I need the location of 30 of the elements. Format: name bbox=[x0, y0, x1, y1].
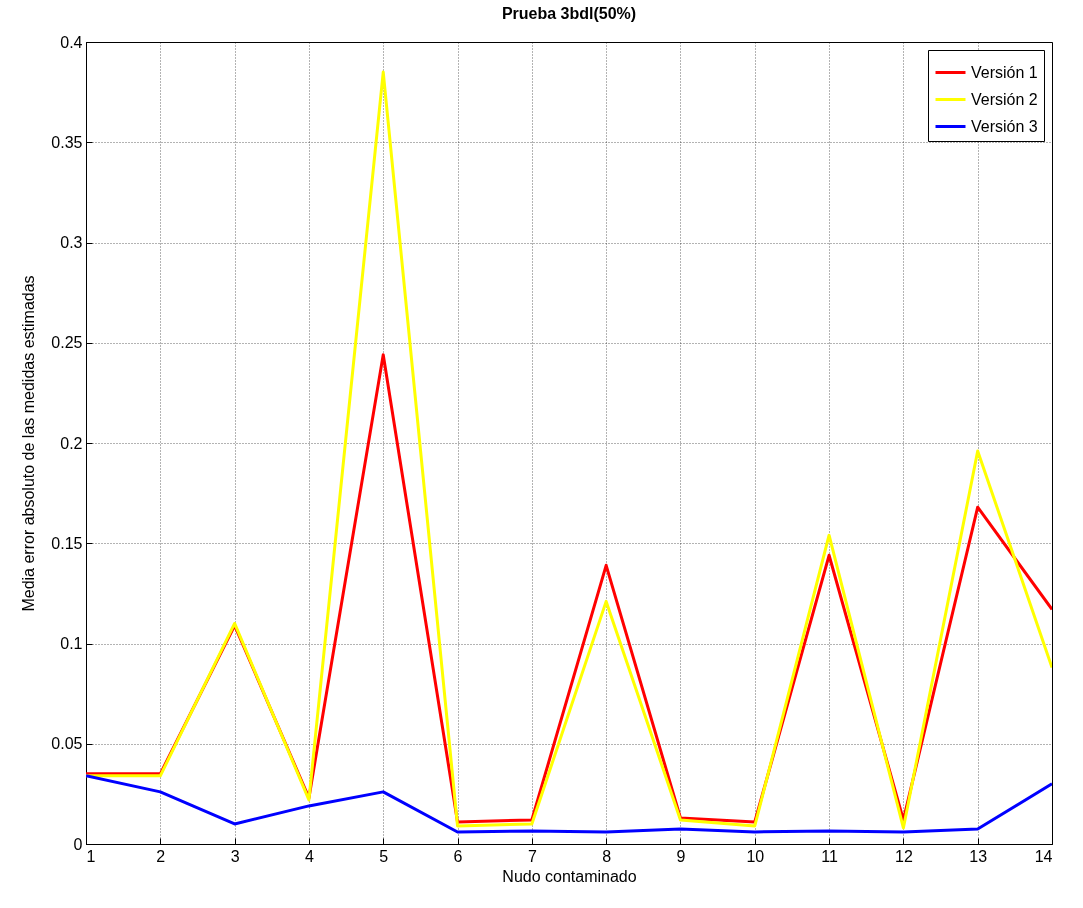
x-axis-title: Nudo contaminado bbox=[502, 867, 637, 885]
x-tick-label: 13 bbox=[969, 847, 988, 865]
line-series bbox=[86, 774, 1052, 834]
x-tick-label: 9 bbox=[676, 847, 686, 865]
y-tick-label: 0.1 bbox=[60, 635, 83, 652]
y-tick-label: 0.3 bbox=[60, 234, 83, 251]
chart-title: Prueba 3bdl(50%) bbox=[501, 5, 637, 22]
x-tick-label: 11 bbox=[821, 847, 838, 865]
y-tick-label: 0.15 bbox=[51, 534, 83, 552]
x-tick-label: 14 bbox=[1034, 847, 1053, 865]
x-tick-label: 8 bbox=[602, 847, 612, 865]
legend-label: Versión 3 bbox=[971, 117, 1038, 135]
x-tick-label: 2 bbox=[156, 847, 166, 865]
y-tick-label: 0 bbox=[73, 835, 83, 853]
y-tick-label: 0.05 bbox=[51, 735, 83, 753]
x-tick-label: 5 bbox=[379, 847, 389, 865]
y-tick-label: 0.25 bbox=[51, 334, 83, 352]
y-tick-label: 0.35 bbox=[51, 133, 83, 151]
legend-label: Versión 2 bbox=[971, 90, 1038, 108]
x-tick-label: 1 bbox=[86, 847, 96, 865]
x-tick-label: 6 bbox=[453, 847, 463, 865]
x-tick-label: 12 bbox=[894, 847, 913, 865]
x-tick-label: 7 bbox=[527, 847, 537, 865]
x-tick-label: 4 bbox=[304, 847, 314, 865]
y-tick-label: 0.4 bbox=[60, 33, 83, 51]
y-axis-title: Media error absoluto de las medidas estimadas bbox=[20, 275, 38, 612]
y-tick-label: 0.2 bbox=[60, 434, 83, 452]
x-tick-label: 3 bbox=[230, 847, 240, 865]
legend-label: Versión 1 bbox=[971, 63, 1038, 81]
x-tick-label: 10 bbox=[746, 847, 765, 865]
